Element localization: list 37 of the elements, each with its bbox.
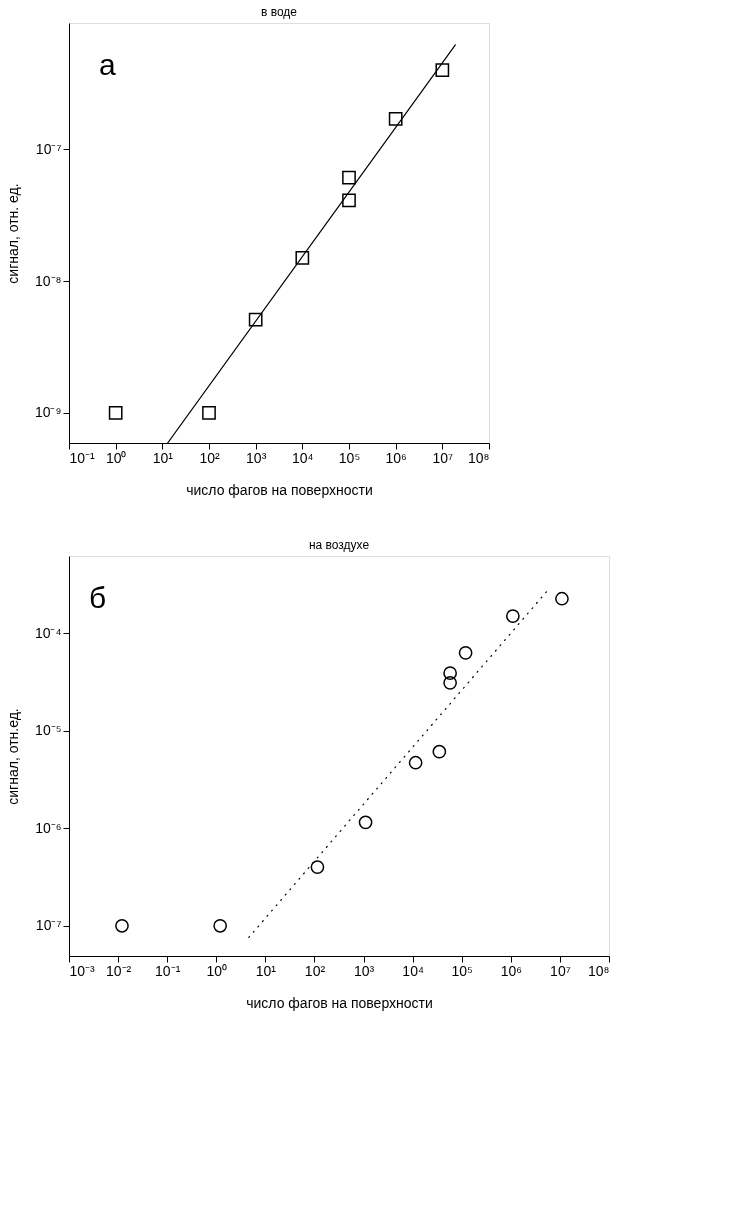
- chart-title: на воздухе: [308, 538, 370, 552]
- x-tick-label: 10⁷: [432, 449, 454, 466]
- x-tick-label: 10⁸: [588, 962, 610, 979]
- y-tick-label: 10⁻⁸: [35, 272, 62, 289]
- x-tick-label: 10³: [353, 962, 375, 979]
- y-tick-label: 10⁻⁴: [34, 624, 62, 641]
- x-tick-label: 10⁶: [500, 962, 522, 979]
- x-tick-label: 10³: [246, 449, 267, 466]
- y-axis-title: сигнал, отн. ед.: [4, 183, 21, 284]
- y-tick-label: 10⁻⁷: [35, 140, 62, 157]
- annotation: а: [99, 48, 116, 81]
- x-tick-label: 10⁻¹: [155, 962, 181, 979]
- x-tick-label: 10¹: [255, 962, 277, 979]
- y-tick-label: 10⁻⁷: [35, 917, 62, 934]
- chart-title: в воде: [260, 5, 298, 19]
- x-tick-label: 10⁰: [206, 962, 228, 979]
- x-tick-label: 10⁸: [468, 449, 490, 466]
- y-tick-label: 10⁻⁹: [34, 404, 62, 421]
- x-tick-label: 10⁴: [402, 962, 424, 979]
- y-tick-label: 10⁻⁵: [35, 722, 62, 739]
- x-tick-label: 10⁴: [292, 449, 314, 466]
- annotation: б: [89, 581, 107, 614]
- x-tick-label: 10⁶: [385, 449, 407, 466]
- x-tick-label: 10²: [199, 449, 220, 466]
- x-tick-label: 10⁻³: [69, 962, 96, 979]
- y-axis-title: сигнал, отн.ед.: [4, 708, 21, 805]
- x-tick-label: 10⁵: [338, 449, 361, 466]
- x-tick-label: 10²: [304, 962, 326, 979]
- x-axis-title: число фагов на поверхности: [186, 481, 373, 498]
- x-tick-label: 10⁻²: [105, 962, 132, 979]
- x-axis-title: число фагов на поверхности: [246, 994, 433, 1011]
- x-tick-label: 10⁷: [550, 962, 571, 979]
- y-tick-label: 10⁻⁶: [35, 819, 62, 836]
- x-tick-label: 10⁻¹: [69, 449, 96, 466]
- x-tick-label: 10⁰: [105, 449, 127, 466]
- x-tick-label: 10¹: [152, 449, 174, 466]
- x-tick-label: 10⁵: [451, 962, 473, 979]
